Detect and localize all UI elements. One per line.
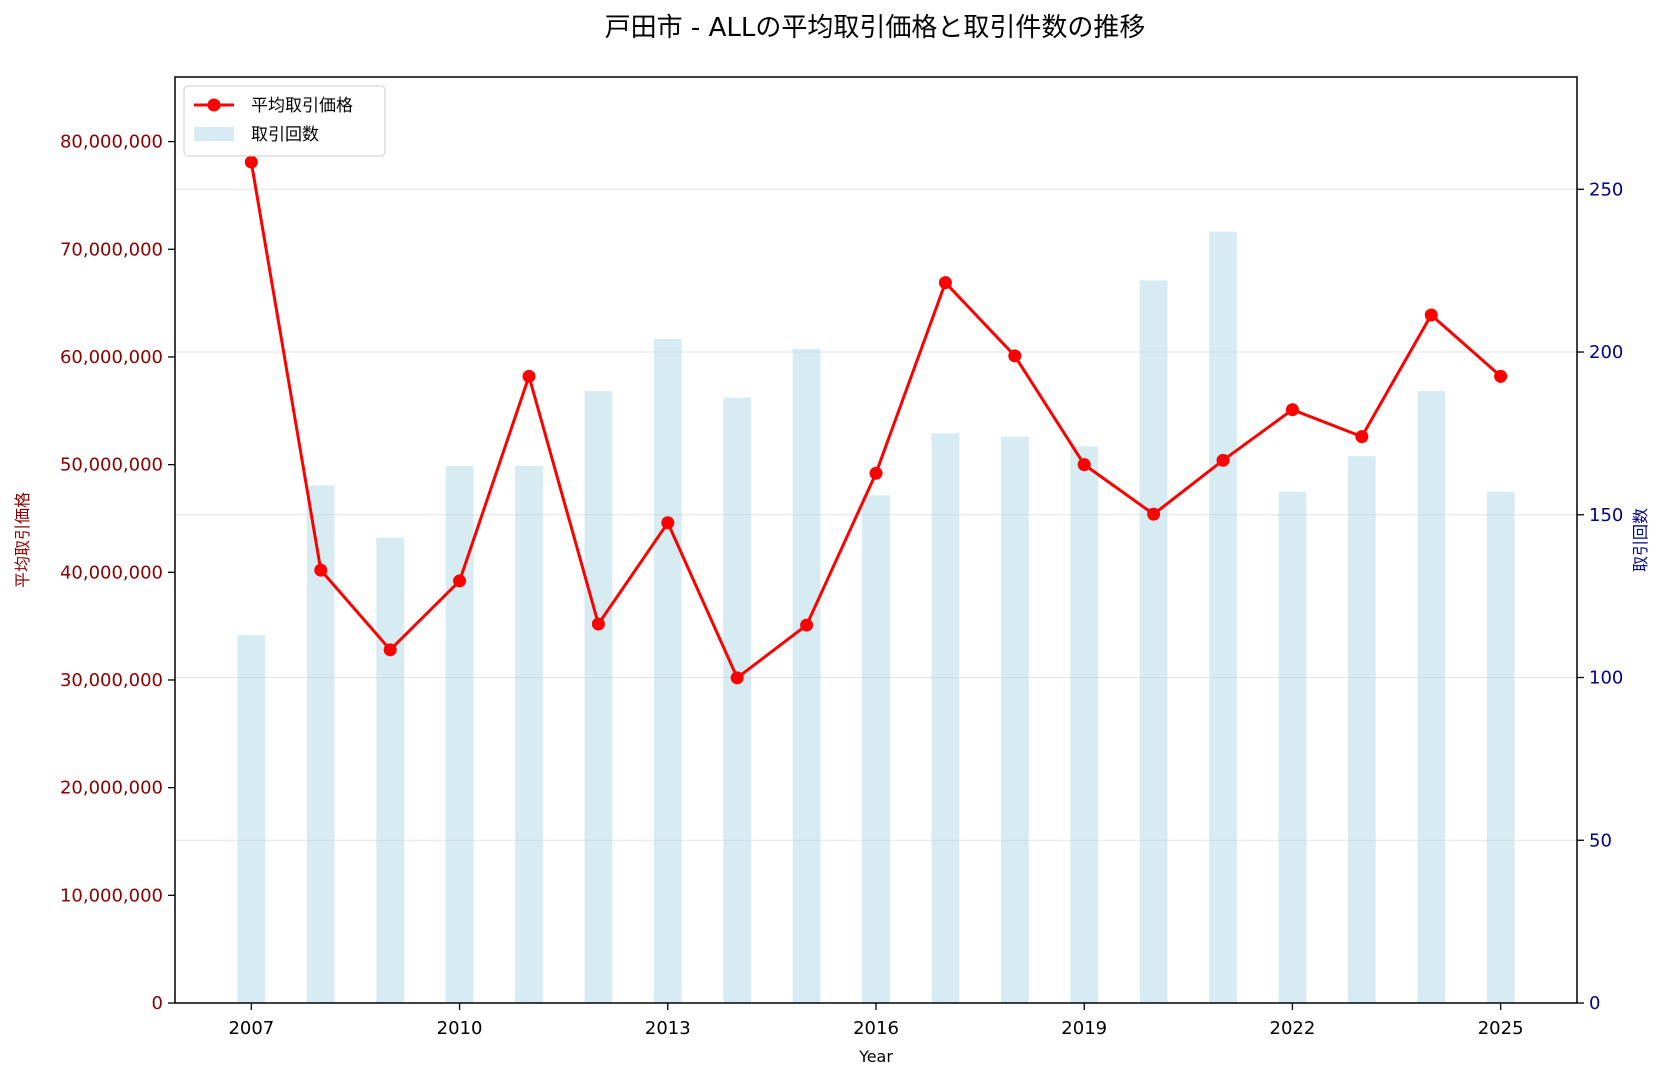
- x-tick-label-2016: 2016: [853, 1018, 899, 1039]
- bar-2013: [653, 339, 682, 1004]
- bar-2016: [862, 495, 890, 1003]
- bar-2017: [931, 433, 960, 1004]
- bar-series: [237, 231, 1515, 1004]
- price-point-2015: [800, 618, 814, 632]
- x-tick-label-2025: 2025: [1478, 1018, 1524, 1039]
- y-left-tick-label: 80,000,000: [60, 132, 163, 153]
- bar-2024: [1417, 391, 1446, 1003]
- bar-2011: [515, 465, 543, 1004]
- y-axis-left: 0 10,000,000 20,000,000 30,000,000 40,000,00…: [60, 132, 175, 1014]
- y-left-tick-label: 70,000,000: [60, 239, 163, 260]
- x-tick-label-2019: 2019: [1061, 1018, 1107, 1039]
- x-axis-title: Year: [858, 1047, 893, 1066]
- price-point-2011: [522, 369, 536, 383]
- y-left-tick-label: 30,000,000: [60, 670, 163, 691]
- x-tick-label-2007: 2007: [228, 1018, 274, 1039]
- bar-2018: [1000, 436, 1029, 1003]
- price-point-2021: [1216, 453, 1230, 467]
- legend-label-count: 取引回数: [251, 125, 319, 145]
- y-axis-right-title: 取引回数: [1631, 508, 1650, 572]
- bar-2010: [445, 465, 474, 1004]
- bar-2014: [723, 397, 752, 1003]
- price-point-2012: [591, 617, 605, 631]
- y-axis-left-title: 平均取引価格: [13, 492, 32, 588]
- bar-2019: [1070, 446, 1099, 1003]
- y-left-tick-label: 40,000,000: [60, 562, 163, 583]
- bar-2012: [584, 391, 613, 1003]
- y-right-tick-label: 0: [1589, 993, 1600, 1014]
- x-axis: 2007 2010 2013 2016 2019 2022 2025: [228, 1003, 1524, 1039]
- y-left-tick-label: 50,000,000: [60, 455, 163, 476]
- bar-2023: [1347, 456, 1376, 1003]
- price-point-2024: [1424, 308, 1438, 322]
- bar-2022: [1278, 491, 1307, 1003]
- y-left-tick-label: 10,000,000: [60, 885, 163, 906]
- bar-2009: [376, 537, 405, 1003]
- price-point-2019: [1077, 458, 1091, 472]
- x-tick-label-2022: 2022: [1270, 1018, 1316, 1039]
- bar-2020: [1139, 280, 1168, 1003]
- bar-2007: [237, 635, 266, 1003]
- price-point-2010: [453, 574, 467, 588]
- line-series: [244, 155, 1508, 685]
- legend-label-price: 平均取引価格: [251, 96, 353, 116]
- y-left-tick-label: 20,000,000: [60, 778, 163, 799]
- price-point-2022: [1285, 403, 1299, 417]
- legend-marker-swatch: [207, 98, 221, 112]
- legend-bar-swatch: [194, 127, 234, 141]
- bar-2025: [1486, 491, 1515, 1003]
- chart-title: 戸田市 - ALLの平均取引価格と取引件数の推移: [605, 13, 1146, 43]
- x-tick-label-2010: 2010: [437, 1018, 483, 1039]
- y-right-tick-label: 200: [1589, 342, 1623, 363]
- price-point-2013: [661, 516, 675, 530]
- y-right-tick-label: 50: [1589, 830, 1612, 851]
- price-point-2018: [1008, 349, 1022, 363]
- price-point-2023: [1355, 430, 1369, 444]
- price-point-2020: [1147, 507, 1161, 521]
- y-right-tick-label: 150: [1589, 505, 1623, 526]
- price-point-2008: [314, 563, 328, 577]
- price-point-2016: [869, 466, 883, 480]
- legend-box: [183, 85, 386, 157]
- price-point-2017: [938, 276, 952, 290]
- bar-2015: [792, 348, 821, 1003]
- price-point-2007: [244, 155, 258, 169]
- price-point-2014: [730, 671, 744, 685]
- price-point-2025: [1494, 369, 1508, 383]
- y-right-tick-label: 250: [1589, 179, 1623, 200]
- x-tick-label-2013: 2013: [645, 1018, 691, 1039]
- y-right-tick-label: 100: [1589, 668, 1623, 689]
- price-point-2009: [383, 643, 397, 657]
- legend: 平均取引価格 取引回数: [183, 85, 386, 157]
- y-axis-right: 0 50 100 150 200 250: [1577, 179, 1623, 1014]
- y-left-tick-label: 0: [152, 993, 163, 1014]
- bar-2021: [1209, 231, 1237, 1004]
- y-left-tick-label: 60,000,000: [60, 347, 163, 368]
